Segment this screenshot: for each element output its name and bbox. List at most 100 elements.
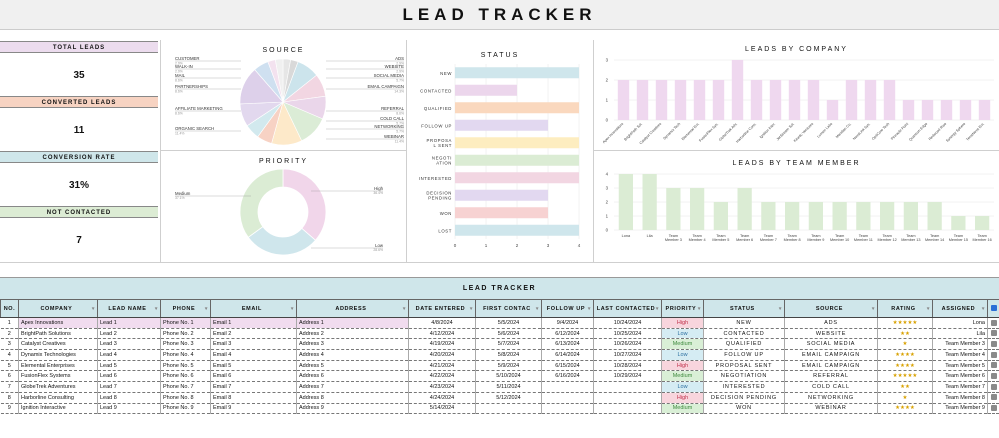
column-header[interactable]: STATUS ▾	[703, 299, 785, 318]
filter-dropdown-icon[interactable]: ▾	[91, 305, 95, 312]
table-row[interactable]: 3 Catalyst Creatives Lead 3 Phone No. 3 Emai…	[0, 338, 999, 351]
row-checkbox-cell[interactable]	[987, 381, 999, 393]
column-header[interactable]: EMAIL ▾	[210, 299, 297, 318]
column-header[interactable]: ASSIGNED ▾	[932, 299, 988, 318]
row-checkbox[interactable]	[990, 394, 997, 401]
column-header[interactable]: LAST CONTACTED ▾	[593, 299, 662, 318]
column-header[interactable]: COMPANY ▾	[18, 299, 98, 318]
filter-dropdown-icon[interactable]: ▾	[535, 305, 539, 312]
row-checkbox-cell[interactable]	[987, 360, 999, 372]
column-header[interactable]: ADDRESS ▾	[296, 299, 409, 318]
filter-dropdown-icon[interactable]: ▾	[204, 305, 208, 312]
cell-assigned[interactable]: Team Member 6	[932, 370, 988, 383]
table-row[interactable]: 1 Apex Innovations Lead 1 Phone No. 1 Email …	[0, 317, 999, 329]
filter-dropdown-icon[interactable]: ▾	[697, 305, 701, 312]
filter-dropdown-icon[interactable]: ▾	[778, 305, 782, 312]
cell-rating[interactable]: ★	[877, 392, 933, 404]
row-checkbox-cell[interactable]	[987, 403, 999, 415]
cell-status[interactable]: DECISION PENDING	[703, 392, 785, 404]
row-checkbox[interactable]	[990, 373, 997, 380]
cell-source[interactable]: EMAIL CAMPAIGN	[784, 360, 878, 372]
row-checkbox[interactable]	[990, 319, 997, 326]
row-checkbox[interactable]	[990, 405, 997, 412]
filter-dropdown-icon[interactable]: ▾	[402, 305, 406, 312]
cell-status[interactable]: PROPOSAL SENT	[703, 360, 785, 372]
column-header[interactable]: SOURCE ▾	[784, 299, 878, 318]
row-checkbox-cell[interactable]	[987, 349, 999, 361]
cell-assigned[interactable]: Lona	[932, 317, 988, 329]
filter-dropdown-icon[interactable]: ▾	[290, 305, 294, 312]
cell-source[interactable]: ADS	[784, 317, 878, 329]
row-checkbox[interactable]	[990, 330, 997, 337]
row-checkbox-cell[interactable]	[987, 317, 999, 329]
filter-dropdown-icon[interactable]: ▾	[871, 305, 875, 312]
row-checkbox[interactable]	[990, 383, 997, 390]
cell-status[interactable]: FOLLOW UP	[703, 349, 785, 361]
row-checkbox-cell[interactable]	[987, 328, 999, 340]
cell-priority[interactable]: Low	[661, 381, 704, 393]
cell-status[interactable]: QUALIFIED	[703, 338, 785, 351]
table-row[interactable]: 4 Dynamix Technologies Lead 4 Phone No. 4 Em…	[0, 349, 999, 361]
cell-assigned[interactable]: Team Member 4	[932, 349, 988, 361]
cell-rating[interactable]: ★★★★	[877, 360, 933, 372]
cell-rating[interactable]: ★	[877, 338, 933, 351]
cell-rating[interactable]: ★★★★	[877, 403, 933, 415]
cell-priority[interactable]: Low	[661, 328, 704, 340]
cell-priority[interactable]: Medium	[661, 403, 704, 415]
table-row[interactable]: 2 BrightPath Solutions Lead 2 Phone No. 2 Em…	[0, 328, 999, 340]
cell-rating[interactable]: ★★★★★	[877, 370, 933, 383]
row-checkbox-cell[interactable]	[987, 392, 999, 404]
cell-source[interactable]: REFERRAL	[784, 370, 878, 383]
table-row[interactable]: 9 Ignition Interactive Lead 9 Phone No. 9 Em…	[0, 403, 999, 415]
cell-rating[interactable]: ★★	[877, 381, 933, 393]
select-all-checkbox[interactable]	[990, 304, 997, 311]
filter-dropdown-icon[interactable]: ▾	[154, 305, 158, 312]
column-header[interactable]: DATE ENTERED ▾	[408, 299, 476, 318]
cell-priority[interactable]: Medium	[661, 370, 704, 383]
table-row[interactable]: 7 GlobeTrek Adventures Lead 7 Phone No. 7 Em…	[0, 381, 999, 393]
cell-source[interactable]: COLD CALL	[784, 381, 878, 393]
cell-priority[interactable]: Medium	[661, 338, 704, 351]
column-header[interactable]: FIRST CONTAC ▾	[475, 299, 542, 318]
filter-dropdown-icon[interactable]: ▾	[655, 305, 659, 312]
cell-assigned[interactable]: Lila	[932, 328, 988, 340]
column-header[interactable]: PRIORITY ▾	[661, 299, 704, 318]
cell-assigned[interactable]: Team Member 8	[932, 392, 988, 404]
filter-dropdown-icon[interactable]: ▾	[469, 305, 473, 312]
cell-priority[interactable]: Low	[661, 349, 704, 361]
cell-source[interactable]: WEBSITE	[784, 328, 878, 340]
cell-status[interactable]: NEGOTIATION	[703, 370, 785, 383]
column-header[interactable]: LEAD NAME ▾	[97, 299, 161, 318]
cell-assigned[interactable]: Team Member 9	[932, 403, 988, 415]
cell-source[interactable]: WEBINAR	[784, 403, 878, 415]
row-checkbox[interactable]	[990, 362, 997, 369]
cell-source[interactable]: NETWORKING	[784, 392, 878, 404]
column-header[interactable]	[987, 299, 999, 318]
cell-status[interactable]: INTERESTED	[703, 381, 785, 393]
column-header[interactable]: NO.	[0, 299, 19, 318]
cell-assigned[interactable]: Team Member 5	[932, 360, 988, 372]
cell-rating[interactable]: ★★★★★	[877, 317, 933, 329]
column-header[interactable]: PHONE ▾	[160, 299, 211, 318]
table-row[interactable]: 6 FusionFlex Systems Lead 6 Phone No. 6 Emai…	[0, 370, 999, 383]
filter-dropdown-icon[interactable]: ▾	[981, 305, 985, 312]
filter-dropdown-icon[interactable]: ▾	[926, 305, 930, 312]
column-header[interactable]: RATING ▾	[877, 299, 933, 318]
cell-priority[interactable]: High	[661, 317, 704, 329]
cell-status[interactable]: WON	[703, 403, 785, 415]
cell-status[interactable]: CONTACTED	[703, 328, 785, 340]
cell-priority[interactable]: High	[661, 392, 704, 404]
row-checkbox-cell[interactable]	[987, 370, 999, 383]
cell-source[interactable]: EMAIL CAMPAIGN	[784, 349, 878, 361]
row-checkbox[interactable]	[990, 340, 997, 347]
cell-priority[interactable]: High	[661, 360, 704, 372]
filter-dropdown-icon[interactable]: ▾	[587, 305, 591, 312]
cell-rating[interactable]: ★★	[877, 328, 933, 340]
cell-source[interactable]: SOCIAL MEDIA	[784, 338, 878, 351]
cell-rating[interactable]: ★★★★	[877, 349, 933, 361]
row-checkbox-cell[interactable]	[987, 338, 999, 351]
cell-status[interactable]: NEW	[703, 317, 785, 329]
cell-assigned[interactable]: Team Member 3	[932, 338, 988, 351]
